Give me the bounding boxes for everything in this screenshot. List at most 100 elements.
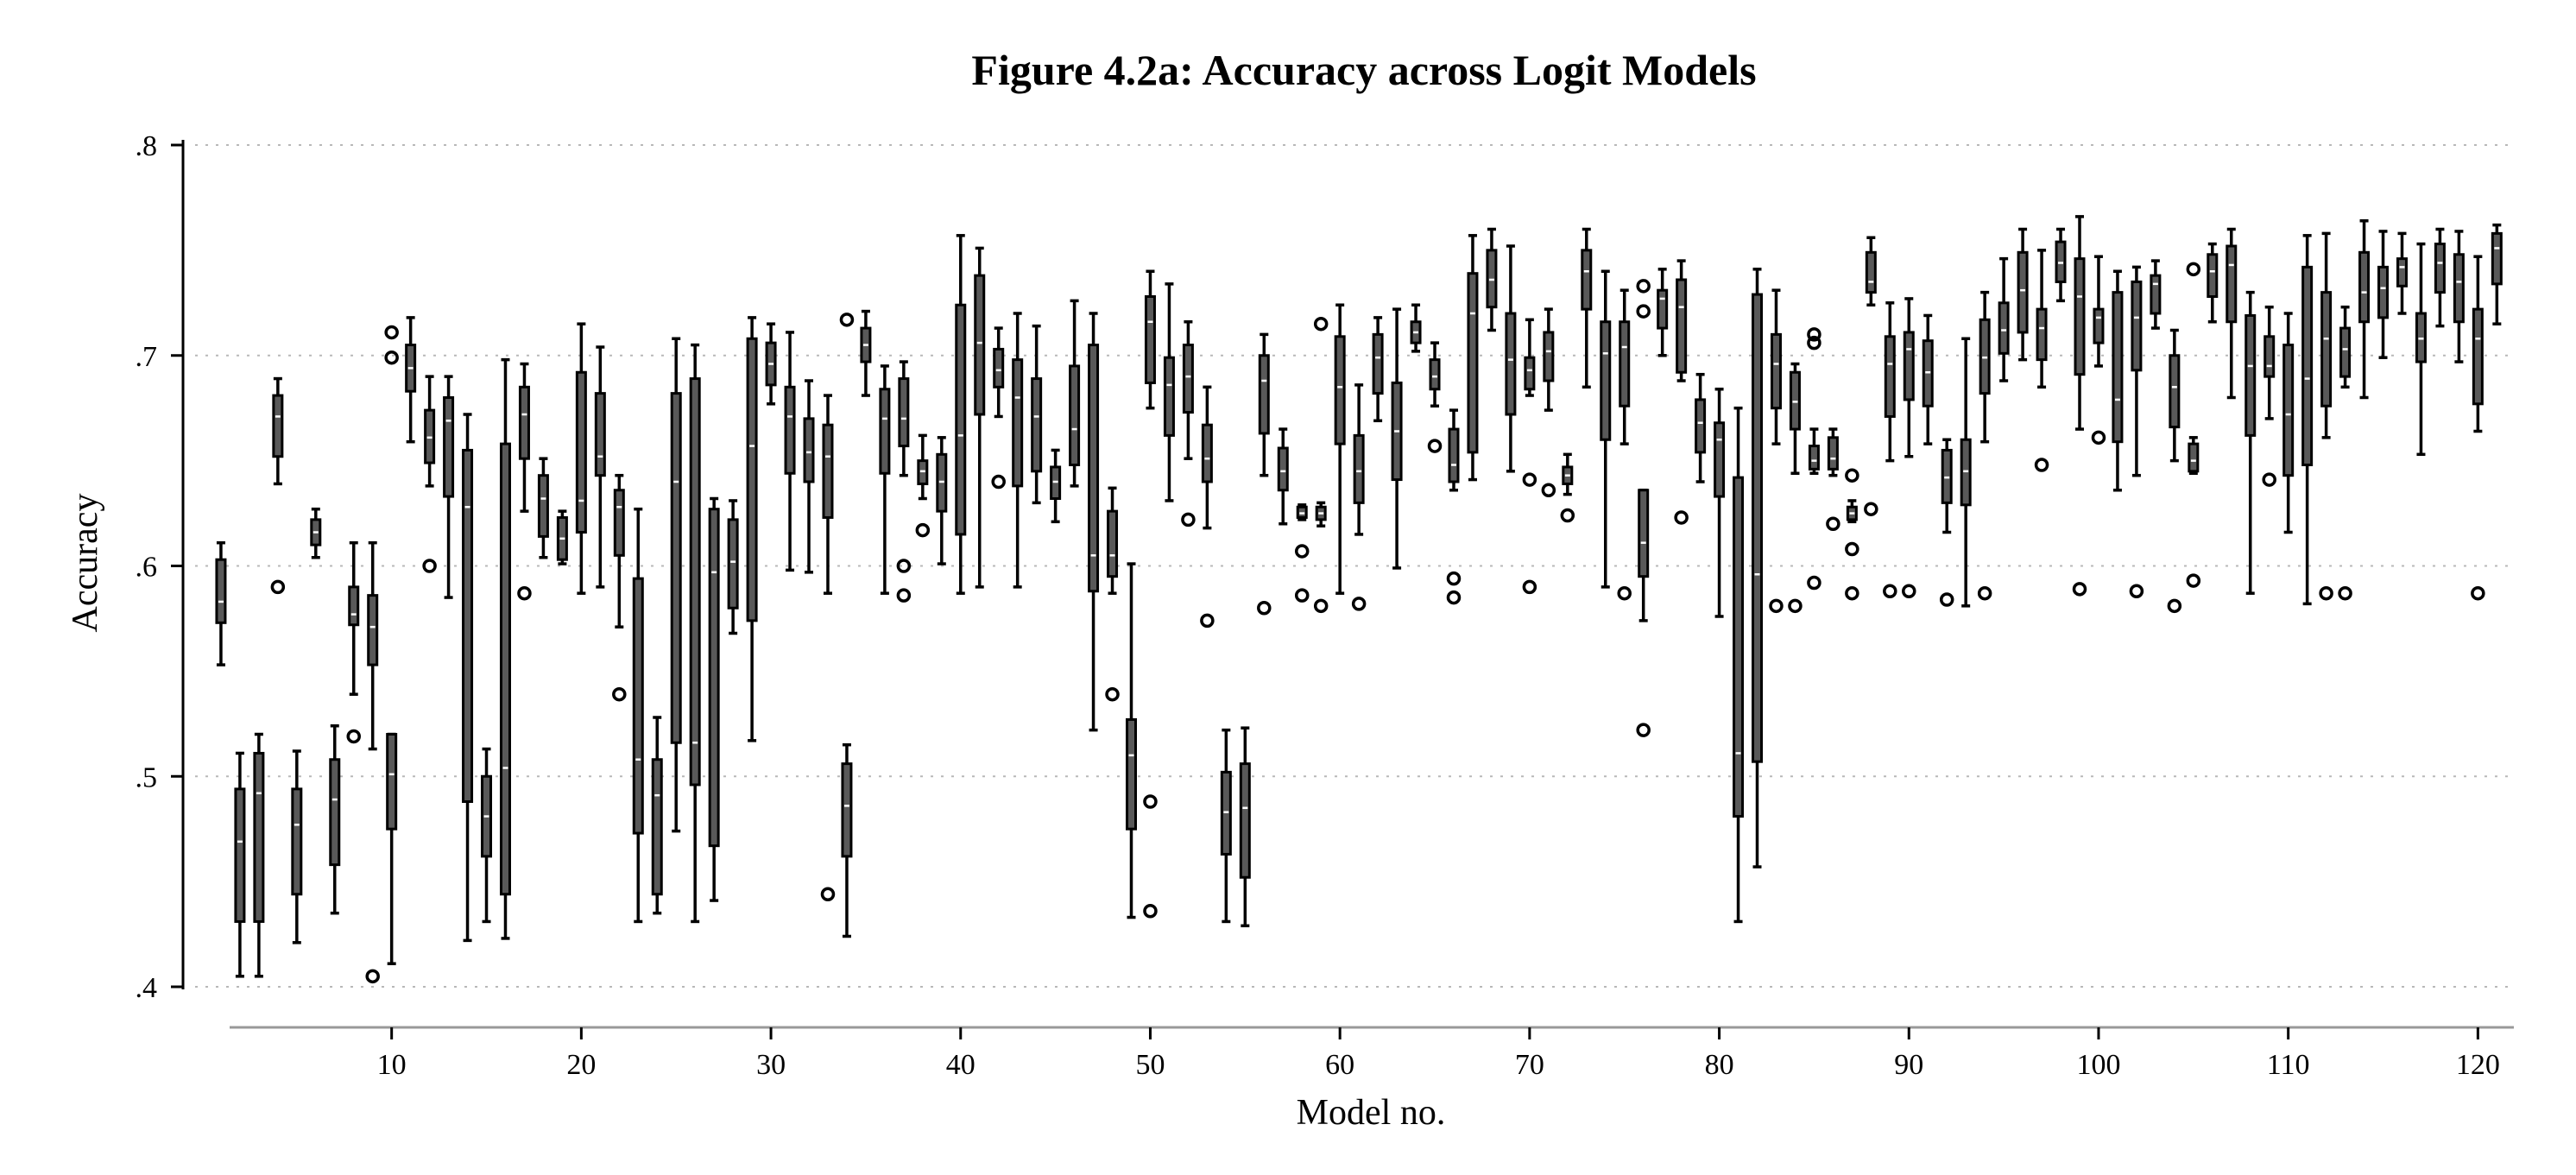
outlier-point <box>1883 584 1897 598</box>
box-model-47 <box>1088 312 1100 732</box>
box-model-32 <box>803 379 815 574</box>
box-model-107 <box>2226 227 2238 400</box>
outlier-point <box>2186 573 2201 588</box>
box-model-85 <box>1807 327 1822 591</box>
x-tick-label: 20 <box>566 1049 596 1081</box>
box-model-87 <box>1845 468 1859 601</box>
outlier-point <box>915 522 931 538</box>
box-iqr <box>2358 250 2371 324</box>
box-iqr <box>2207 253 2219 298</box>
outlier-point <box>1674 510 1689 525</box>
box-iqr <box>1088 344 1100 593</box>
box-iqr <box>632 577 644 835</box>
outlier-point <box>2072 582 2087 597</box>
box-iqr <box>1827 436 1839 471</box>
box-model-26 <box>689 343 701 924</box>
box-iqr <box>651 758 663 896</box>
box-model-72 <box>1560 452 1575 523</box>
x-tick-label: 100 <box>2076 1049 2120 1081</box>
outlier-point <box>517 585 532 601</box>
outlier-point <box>896 559 912 573</box>
box-model-88 <box>1864 236 1878 516</box>
box-model-22 <box>612 473 627 702</box>
outlier-point <box>2167 598 2182 614</box>
box-iqr <box>1600 320 1612 441</box>
box-model-66 <box>1446 408 1462 605</box>
box-iqr <box>898 377 910 448</box>
box-iqr <box>518 385 530 460</box>
outlier-point <box>1826 516 1840 531</box>
box-model-53 <box>1200 385 1215 629</box>
box-model-17 <box>517 362 532 601</box>
box-iqr <box>1884 335 1896 418</box>
box-model-50 <box>1143 269 1158 919</box>
box-model-86 <box>1826 427 1840 531</box>
box-iqr <box>1752 293 1764 763</box>
x-tick-label: 60 <box>1325 1049 1354 1081</box>
x-tick-label: 90 <box>1894 1049 1923 1081</box>
box-iqr <box>1733 476 1745 818</box>
outlier-point <box>1294 588 1310 603</box>
outlier-point <box>1257 601 1272 616</box>
box-model-21 <box>594 345 606 589</box>
outlier-point <box>2091 430 2106 445</box>
box-model-118 <box>2434 227 2446 328</box>
box-model-92 <box>1939 438 1954 607</box>
outlier-point <box>820 887 836 901</box>
box-model-90 <box>1902 297 1916 598</box>
box-model-64 <box>1410 303 1422 353</box>
box-iqr <box>689 377 701 786</box>
box-model-100 <box>2091 255 2106 445</box>
outlier-point <box>1351 597 1367 611</box>
box-model-114 <box>2358 219 2371 400</box>
box-model-35 <box>860 309 872 397</box>
outlier-point <box>991 474 1006 490</box>
box-model-45 <box>1050 448 1062 524</box>
box-model-23 <box>632 507 644 924</box>
outlier-point <box>1845 541 1859 557</box>
box-iqr <box>575 370 587 534</box>
box-iqr <box>2245 313 2257 437</box>
box-iqr <box>1619 320 1631 407</box>
outlier-point <box>1105 686 1120 702</box>
box-iqr <box>993 347 1005 389</box>
box-iqr <box>1770 332 1782 410</box>
outlier-point <box>1522 472 1537 487</box>
box-model-6 <box>310 507 322 559</box>
box-model-60 <box>1334 303 1346 595</box>
box-iqr <box>386 733 398 831</box>
box-model-40 <box>955 234 967 595</box>
box-model-2 <box>234 751 246 978</box>
outlier-point <box>1636 279 1651 294</box>
box-iqr <box>2093 307 2105 344</box>
box-model-94 <box>1977 290 1992 601</box>
box-model-112 <box>2319 231 2333 601</box>
y-tick-label: .5 <box>136 761 158 793</box>
outlier-point <box>1864 502 1878 516</box>
box-iqr <box>2226 244 2238 324</box>
box-model-89 <box>1883 301 1897 598</box>
box-iqr <box>1865 250 1877 294</box>
outlier-point <box>1313 316 1329 332</box>
box-iqr <box>1107 509 1119 578</box>
box-model-69 <box>1505 244 1517 473</box>
outlier-point <box>1807 335 1822 351</box>
box-model-91 <box>1922 313 1934 445</box>
box-iqr <box>1277 446 1289 492</box>
outlier-point <box>1200 613 1215 629</box>
box-model-12 <box>422 375 437 573</box>
outlier-point <box>1636 723 1651 737</box>
box-model-103 <box>2150 259 2162 330</box>
box-model-46 <box>1069 299 1081 488</box>
outlier-point <box>1807 575 1822 591</box>
box-iqr <box>1657 288 1669 330</box>
y-axis-title: Accuracy <box>66 494 105 633</box>
outlier-point <box>1845 468 1859 483</box>
box-model-4 <box>270 376 286 595</box>
box-model-36 <box>879 364 891 595</box>
box-model-65 <box>1427 341 1443 453</box>
box-model-61 <box>1351 383 1367 611</box>
box-model-80 <box>1714 388 1726 618</box>
box-iqr <box>822 423 834 519</box>
box-model-18 <box>537 457 549 559</box>
